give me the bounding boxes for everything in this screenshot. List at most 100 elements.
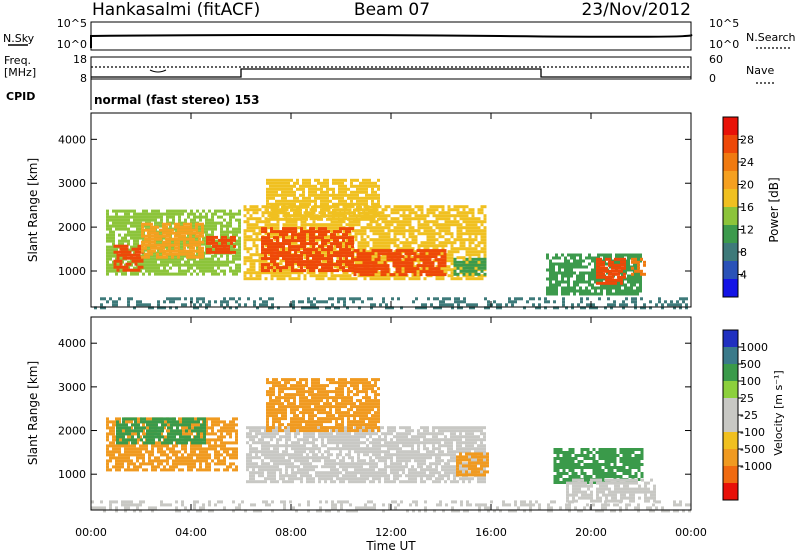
y-tick-label-2: 3000: [58, 381, 86, 394]
colorbar-tick-label-3: 16: [740, 201, 754, 214]
data-region-6: [353, 249, 447, 277]
colorbar-segment-7: [723, 449, 738, 467]
beam-title: Beam 07: [354, 0, 430, 20]
noise-right-tick-top: 10^5: [709, 17, 739, 30]
y-tick-label-0: 1000: [58, 265, 86, 278]
freq-label: Freq.: [4, 54, 31, 67]
data-region-8: [453, 257, 487, 276]
colorbar-segment-6: [723, 225, 738, 244]
colorbar-segment-1: [723, 135, 738, 154]
colorbar-segment-7: [723, 243, 738, 262]
colorbar-segment-4: [723, 398, 738, 416]
colorbar-segment-0: [723, 117, 738, 136]
colorbar-tick-label-0: 4: [740, 269, 747, 282]
nave-label: Nave: [746, 64, 774, 77]
data-region-10: [596, 257, 626, 285]
time-tick-label-3: 12:00: [375, 526, 407, 539]
colorbar-segment-5: [723, 415, 738, 433]
frequency-trace: [91, 68, 691, 78]
power-panel: 1000 2000 3000 4000 Slant Range [km] 4 8 12 16…: [26, 112, 781, 310]
time-tick-label-4: 16:00: [475, 526, 507, 539]
colorbar-tick-label-0: 1000: [740, 341, 768, 354]
noise-left-label: N.Sky: [3, 32, 35, 45]
velocity-panel: 1000 2000 3000 4000 Slant Range [km] 1000 50…: [26, 316, 785, 513]
colorbar-segment-9: [723, 279, 738, 298]
y-tick-label-1: 2000: [58, 425, 86, 438]
station-title: Hankasalmi (fitACF): [92, 0, 260, 20]
date-title: 23/Nov/2012: [581, 0, 691, 20]
colorbar-segment-4: [723, 189, 738, 208]
y-tick-label-3: 4000: [58, 133, 86, 146]
colorbar-segment-6: [723, 432, 738, 450]
colorbar-tick-label-5: -100: [740, 426, 765, 439]
data-region-1: [113, 244, 144, 272]
colorbar-segment-3: [723, 381, 738, 399]
data-region-12: [94, 297, 688, 310]
colorbar-tick-label-3: 25: [740, 392, 754, 405]
cpid-panel: CPID normal (fast stereo) 153: [6, 79, 260, 110]
colorbar-tick-label-2: 12: [740, 224, 754, 237]
power-colorbar: 4 8 12 16 20 24 28: [722, 116, 754, 298]
time-tick-label-1: 04:00: [175, 526, 207, 539]
y-tick-label-2: 3000: [58, 177, 86, 190]
colorbar-segment-8: [723, 261, 738, 280]
time-tick-label-5: 20:00: [575, 526, 607, 539]
data-region-3: [266, 378, 380, 433]
data-region-11: [631, 257, 646, 276]
colorbar-segment-2: [723, 364, 738, 382]
freq-unit-label: [MHz]: [4, 66, 36, 79]
colorbar-tick-label-2: 100: [740, 375, 761, 388]
cpid-label: CPID: [6, 90, 35, 103]
velocity-colorbar: 1000 500 100 25 -25 -100 -500 -1000: [722, 329, 772, 501]
noise-panel: N.Sky 10^5 10^0 10^5 10^0 N.Search: [3, 17, 796, 51]
noise-sky-trace: [90, 34, 693, 48]
frequency-panel: Freq. [MHz] 18 8 60 0 Nave: [4, 53, 776, 85]
colorbar-tick-label-7: -1000: [740, 460, 772, 473]
colorbar-tick-label-6: 28: [740, 134, 754, 147]
power-y-axis: 1000 2000 3000 4000: [58, 113, 692, 307]
colorbar-segment-1: [723, 347, 738, 365]
time-tick-label-0: 00:00: [75, 526, 107, 539]
freq-left-tick-top: 18: [73, 53, 87, 66]
time-tick-label-2: 08:00: [275, 526, 307, 539]
freq-left-tick-bottom: 8: [80, 72, 87, 85]
colorbar-tick-label-5: 24: [740, 156, 754, 169]
colorbar-segment-3: [723, 171, 738, 190]
colorbar-segment-0: [723, 330, 738, 348]
data-region-2: [141, 222, 204, 259]
noise-left-tick-top: 10^5: [57, 17, 87, 30]
velocity-y-axis: 1000 2000 3000 4000: [58, 317, 692, 510]
colorbar-tick-label-4: 20: [740, 179, 754, 192]
time-xlabel: Time UT: [365, 539, 416, 553]
velocity-colorbar-label: Velocity [m s⁻¹]: [772, 370, 785, 455]
noise-left-tick-bottom: 10^0: [57, 38, 87, 51]
colorbar-tick-label-1: 8: [740, 246, 747, 259]
noise-right-label: N.Search: [746, 31, 796, 44]
noise-right-tick-bottom: 10^0: [709, 38, 739, 51]
colorbar-segment-5: [723, 207, 738, 226]
cpid-mode: normal (fast stereo) 153: [94, 93, 260, 107]
colorbar-segment-8: [723, 466, 738, 484]
nave-right-tick-top: 60: [709, 53, 723, 66]
colorbar-tick-label-1: 500: [740, 358, 761, 371]
colorbar-segment-2: [723, 153, 738, 172]
nave-right-tick-bottom: 0: [709, 72, 716, 85]
data-region-7: [266, 178, 380, 221]
colorbar-tick-label-6: -500: [740, 443, 765, 456]
y-tick-label-1: 2000: [58, 221, 86, 234]
velocity-data-marks: [91, 378, 691, 513]
power-colorbar-label: Power [dB]: [767, 177, 781, 242]
velocity-ylabel: Slant Range [km]: [26, 361, 40, 465]
data-region-3: [206, 235, 236, 254]
data-region-5: [261, 227, 354, 273]
y-tick-label-3: 4000: [58, 337, 86, 350]
data-region-1: [116, 417, 206, 445]
y-tick-label-0: 1000: [58, 468, 86, 481]
time-x-axis: 00:00 04:00 08:00 12:00 16:00 20:00 00:00: [75, 526, 707, 539]
power-ylabel: Slant Range [km]: [26, 158, 40, 262]
data-region-4: [456, 452, 489, 477]
colorbar-tick-label-4: -25: [740, 409, 758, 422]
power-data-marks: [94, 178, 688, 310]
data-region-7: [91, 500, 691, 513]
